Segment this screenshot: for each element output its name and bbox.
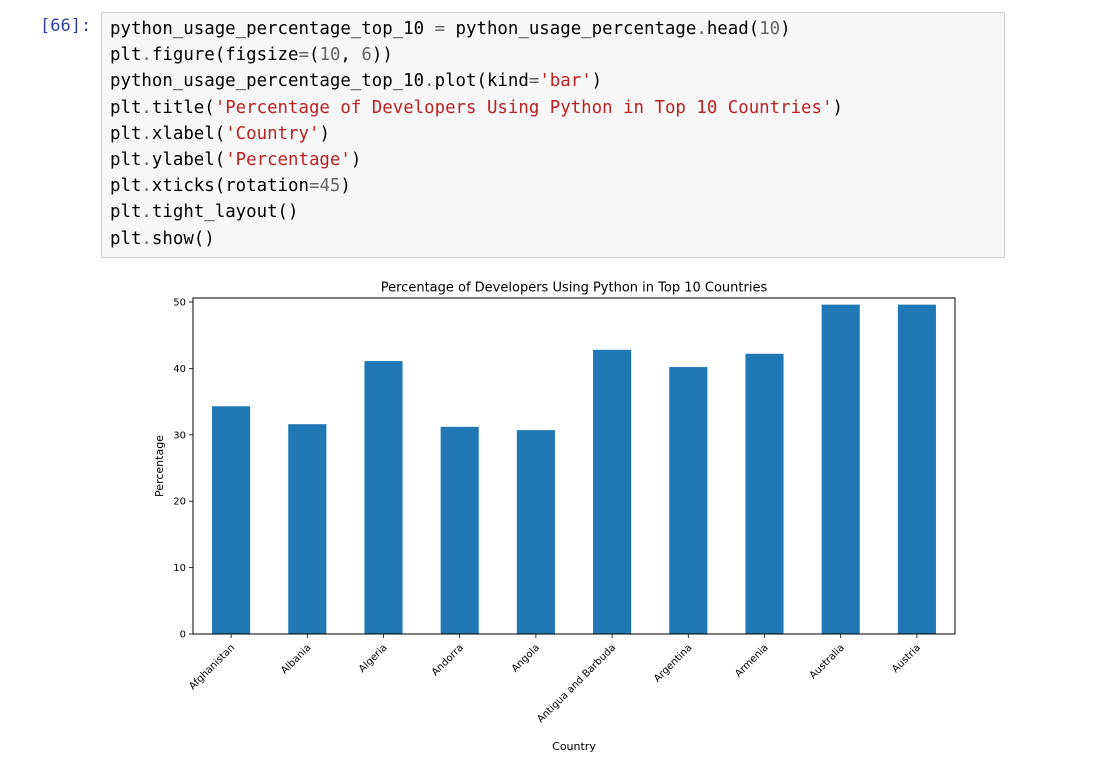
code-line: plt.figure(figsize=(10, 6)) — [110, 45, 393, 65]
code-token: plt — [110, 228, 142, 249]
code-token: plt — [110, 97, 142, 118]
code-token: ) — [780, 19, 791, 39]
code-token: 'Country' — [225, 123, 320, 144]
code-editor[interactable]: python_usage_percentage_top_10 = python_… — [101, 12, 1005, 258]
code-token: figure(figsize — [151, 45, 299, 66]
bar — [745, 353, 784, 634]
y-tick-label: 30 — [173, 430, 186, 441]
bar — [669, 367, 708, 634]
bar — [288, 424, 327, 634]
bars-group — [212, 304, 936, 634]
code-token: 'Percentage' — [225, 150, 351, 171]
code-token: python_usage_percentage_top_10 — [110, 71, 425, 92]
code-line: plt.xticks(rotation=45) — [110, 176, 351, 196]
code-token: . — [424, 71, 435, 92]
code-token: plt — [110, 150, 142, 171]
bar — [364, 361, 403, 634]
bar — [440, 426, 479, 634]
code-token: plt — [110, 202, 142, 223]
x-axis: Afghanistan Albania Algeria Andorra AngolaAn… — [187, 634, 923, 725]
code-token: 10 — [319, 45, 341, 66]
code-token: ) — [591, 71, 603, 92]
code-token: . — [141, 150, 152, 171]
code-token: = — [528, 71, 540, 92]
x-tick-label: Australia — [808, 642, 847, 681]
bar-chart: Percentage of Developers Using Python in… — [153, 281, 956, 753]
code-line: plt.title('Percentage of Developers Usin… — [110, 98, 843, 118]
code-token: plt — [110, 45, 142, 66]
bar — [593, 349, 632, 634]
x-tick-label: Algeria — [357, 642, 390, 675]
x-axis-label: Country — [552, 740, 596, 753]
code-token: . — [141, 97, 152, 118]
code-token: plt — [110, 176, 142, 197]
code-line: python_usage_percentage_top_10.plot(kind… — [110, 71, 602, 91]
code-line: plt.ylabel('Percentage') — [110, 150, 361, 170]
y-tick-label: 0 — [180, 630, 186, 641]
code-token: ylabel( — [151, 150, 226, 171]
x-tick-label: Afghanistan — [187, 642, 237, 692]
x-tick-label: Austria — [890, 642, 923, 675]
bar — [821, 304, 860, 634]
code-token: show() — [151, 228, 215, 249]
x-tick-label: Armenia — [733, 642, 770, 679]
code-token: = — [308, 176, 320, 197]
code-token: . — [696, 19, 707, 39]
x-tick-label: Andorra — [430, 642, 466, 678]
chart-title: Percentage of Developers Using Python in… — [381, 281, 768, 296]
y-tick-label: 10 — [173, 563, 186, 574]
code-token: . — [141, 176, 152, 197]
y-tick-label: 20 — [173, 497, 186, 508]
code-token: plot(kind — [434, 71, 529, 92]
cell-prompt: [66]: — [40, 16, 92, 36]
code-token: head( — [706, 19, 760, 39]
code-token: ) — [350, 150, 362, 171]
code-token: ) — [319, 123, 330, 144]
code-line: plt.xlabel('Country') — [110, 124, 330, 144]
code-token: 45 — [319, 176, 341, 197]
bar — [897, 304, 936, 634]
code-line: plt.tight_layout() — [110, 202, 299, 222]
code-token: python_usage_percentage — [445, 19, 697, 39]
y-tick-label: 40 — [173, 364, 186, 375]
y-tick-label: 50 — [173, 297, 186, 308]
code-token: tight_layout() — [151, 202, 299, 223]
code-token: , — [340, 45, 362, 66]
code-token: xticks(rotation — [151, 176, 309, 197]
code-token: python_usage_percentage_top_10 — [110, 19, 435, 39]
code-token: . — [141, 228, 152, 249]
code-token: )) — [371, 45, 393, 66]
code-text[interactable]: python_usage_percentage_top_10 = python_… — [110, 16, 843, 252]
code-token: = — [298, 45, 309, 66]
code-token: ) — [832, 97, 843, 118]
x-tick-label: Albania — [279, 642, 313, 676]
plot-frame — [192, 297, 956, 635]
x-tick-label: Argentina — [652, 642, 694, 684]
code-token: . — [141, 123, 152, 144]
code-token: . — [141, 202, 152, 223]
code-token: . — [141, 45, 152, 66]
y-axis: 0 10 20 30 40 50 — [173, 297, 193, 641]
code-token: 'bar' — [539, 71, 592, 92]
code-token: ) — [340, 176, 351, 197]
x-tick-label: Antigua and Barbuda — [535, 642, 618, 725]
code-token: xlabel( — [151, 123, 226, 144]
code-token: ( — [308, 45, 320, 66]
code-token: = — [434, 19, 446, 39]
y-axis-label: Percentage — [153, 435, 166, 497]
code-token: plt — [110, 123, 142, 144]
code-token: 'Percentage of Developers Using Python i… — [214, 97, 833, 118]
bar — [212, 406, 251, 634]
x-tick-label: Angola — [510, 642, 542, 674]
bar — [516, 430, 555, 634]
code-line: plt.show() — [110, 229, 215, 249]
code-line: python_usage_percentage_top_10 = python_… — [110, 19, 791, 39]
code-token: 6 — [361, 45, 372, 66]
code-token: title( — [151, 97, 215, 118]
code-token: 10 — [759, 19, 781, 39]
